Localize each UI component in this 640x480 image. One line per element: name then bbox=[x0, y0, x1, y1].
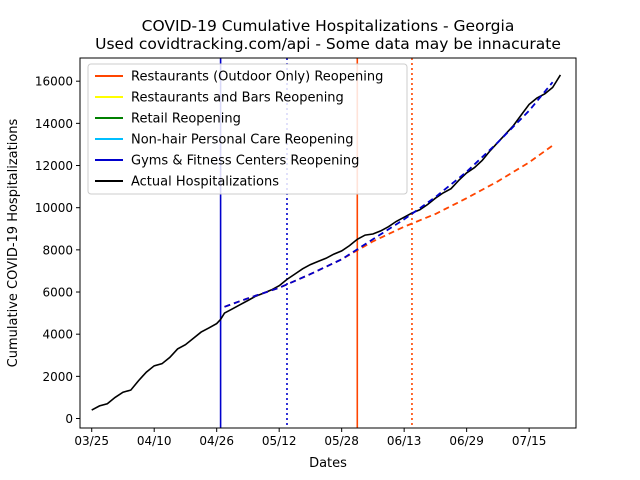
y-tick-label: 16000 bbox=[35, 75, 73, 89]
y-tick-label: 6000 bbox=[42, 286, 73, 300]
x-tick-label: 06/13 bbox=[387, 434, 422, 448]
y-tick-label: 12000 bbox=[35, 159, 73, 173]
legend: Restaurants (Outdoor Only) Reopening Rest… bbox=[87, 63, 408, 195]
x-axis: 03/25 04/10 04/26 05/12 05/28 06/13 06/29 07/15 bbox=[74, 428, 546, 448]
chart-title: COVID-19 Cumulative Hospitalizations - G… bbox=[142, 17, 515, 35]
legend-label: Restaurants and Bars Reopening bbox=[131, 91, 344, 106]
legend-label: Retail Reopening bbox=[131, 112, 241, 127]
legend-label: Restaurants (Outdoor Only) Reopening bbox=[131, 70, 383, 85]
x-tick-label: 05/12 bbox=[262, 434, 297, 448]
x-axis-label: Dates bbox=[309, 456, 347, 471]
y-axis-label: Cumulative COVID-19 Hospitalizations bbox=[6, 118, 21, 367]
legend-box bbox=[87, 63, 408, 195]
x-tick-label: 06/29 bbox=[449, 434, 484, 448]
x-tick-label: 03/25 bbox=[74, 434, 109, 448]
y-tick-label: 10000 bbox=[35, 201, 73, 215]
y-tick-label: 0 bbox=[65, 412, 73, 426]
x-tick-label: 07/15 bbox=[512, 434, 547, 448]
chart-subtitle: Used covidtracking.com/api - Some data m… bbox=[95, 35, 561, 53]
y-axis: 0 2000 4000 6000 8000 10000 12000 14000 16000 bbox=[35, 75, 80, 426]
y-tick-label: 2000 bbox=[42, 370, 73, 384]
x-tick-label: 04/10 bbox=[137, 434, 172, 448]
y-tick-label: 4000 bbox=[42, 328, 73, 342]
series-line-actual-hospitalizations bbox=[91, 74, 562, 411]
legend-label: Gyms & Fitness Centers Reopening bbox=[131, 154, 359, 169]
x-tick-label: 04/26 bbox=[199, 434, 234, 448]
axes-frame bbox=[79, 57, 577, 429]
series-line-gyms-fitness-centers-reopening bbox=[224, 81, 554, 308]
legend-label: Actual Hospitalizations bbox=[131, 175, 279, 190]
y-tick-label: 8000 bbox=[42, 243, 73, 257]
legend-label: Non-hair Personal Care Reopening bbox=[131, 133, 354, 148]
y-tick-label: 14000 bbox=[35, 117, 73, 131]
x-tick-label: 05/28 bbox=[324, 434, 359, 448]
